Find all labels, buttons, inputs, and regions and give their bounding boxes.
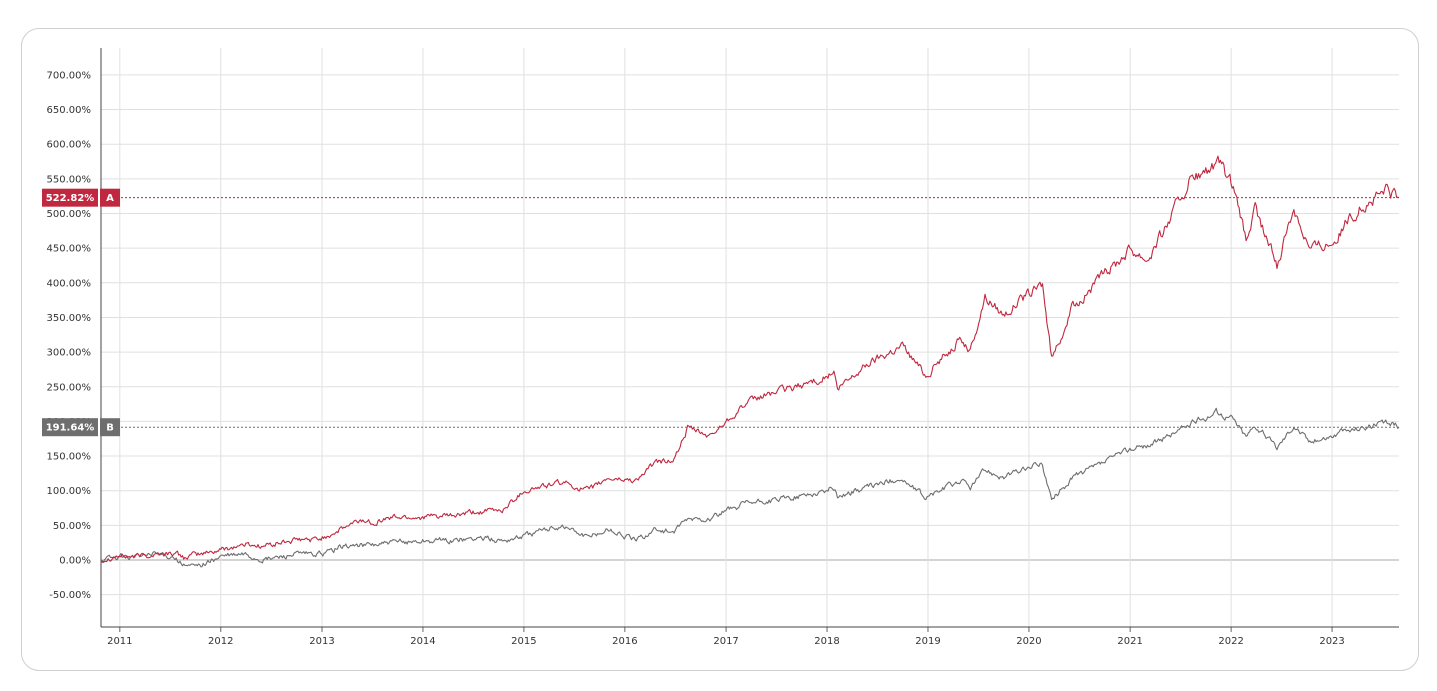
x-tick-label: 2014 [410,636,435,647]
y-tick-label: 500.00% [47,209,92,220]
x-tick-label: 2019 [915,636,940,647]
x-tick-label: 2012 [208,636,233,647]
x-tick-label: 2015 [511,636,536,647]
last-value-label-A: 522.82% [46,193,95,204]
series-line-A[interactable] [100,155,1400,563]
x-tick-label: 2018 [814,636,839,647]
series-line-B[interactable] [100,407,1400,568]
last-value-label-B: 191.64% [46,423,95,434]
y-tick-label: 650.00% [47,105,92,116]
x-tick-label: 2022 [1218,636,1243,647]
value-badges: 522.82% A 191.64% B [42,188,1399,437]
x-tick-label: 2023 [1319,636,1344,647]
series-marker-label-B: B [106,423,114,434]
y-tick-label: 250.00% [47,382,92,393]
y-tick-label: -50.00% [49,590,91,601]
x-tick-label: 2021 [1117,636,1142,647]
chart-card [21,28,1419,671]
y-tick-label: 600.00% [47,140,92,151]
x-tick-label: 2017 [713,636,738,647]
y-tick-label: 300.00% [47,348,92,359]
series-marker-badge-A [100,188,120,207]
y-tick-label: 50.00% [53,521,91,532]
grid [101,48,1399,627]
y-tick-label: 150.00% [47,452,92,463]
y-tick-label: 550.00% [47,174,92,185]
series-lines [100,155,1400,568]
last-value-badge-B [42,418,98,437]
y-tick-label: 350.00% [47,313,92,324]
x-tick-label: 2016 [612,636,637,647]
y-tick-label: 0.00% [59,556,91,567]
series-marker-label-A: A [106,193,114,204]
series-marker-badge-B [100,418,120,437]
x-tick-label: 2020 [1016,636,1041,647]
x-tick-label: 2011 [107,636,132,647]
x-tick-label: 2013 [309,636,334,647]
y-tick-label: 700.00% [47,70,92,81]
y-tick-label: 400.00% [47,278,92,289]
axes: -50.00%0.00%50.00%100.00%150.00%200.00%2… [47,48,1399,647]
y-tick-label: 100.00% [47,486,92,497]
last-value-badge-A [42,188,98,207]
y-tick-label: 450.00% [47,244,92,255]
